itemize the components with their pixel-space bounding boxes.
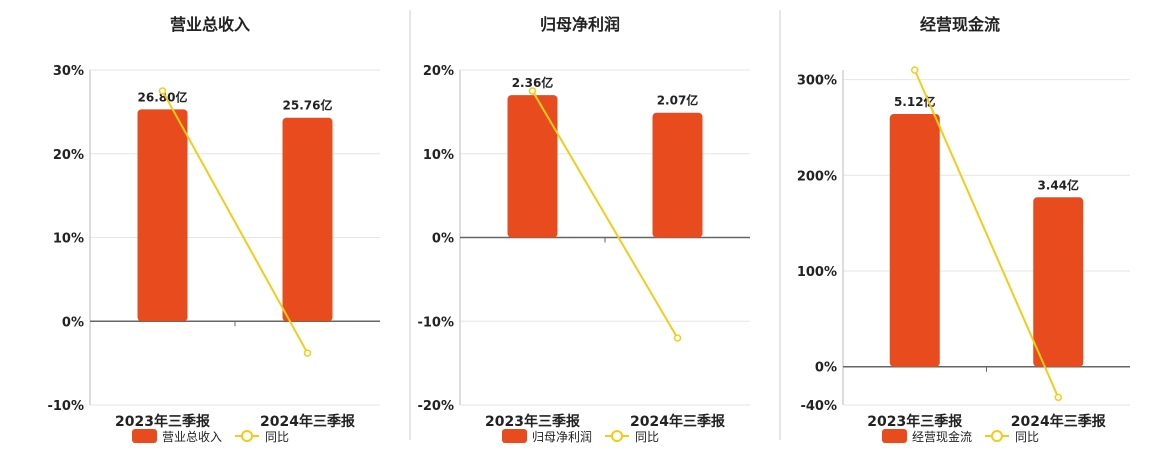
yoy-line xyxy=(161,90,309,354)
chart-title: 归母净利润 xyxy=(540,15,620,34)
y-tick-label: 20% xyxy=(423,64,454,79)
x-tick-label: 2023年三季报 xyxy=(485,413,580,430)
yoy-point xyxy=(528,87,537,95)
yoy-point xyxy=(158,87,167,95)
yoy-point xyxy=(1054,393,1062,402)
y-tick-label: 0% xyxy=(62,315,84,330)
legend-label-line: 同比 xyxy=(635,430,659,444)
legend-label-bar: 经营现金流 xyxy=(912,429,972,444)
y-tick-label: -10% xyxy=(47,399,84,414)
bar xyxy=(507,95,558,238)
chart-title: 经营现金流 xyxy=(920,15,1000,34)
legend-swatch-marker xyxy=(611,430,623,442)
legend-label-line: 同比 xyxy=(265,430,289,444)
legend-swatch-bar xyxy=(132,429,157,443)
y-tick-label: 30% xyxy=(53,64,84,79)
bar xyxy=(889,114,940,367)
y-tick-label: 0% xyxy=(815,361,837,376)
bar-value-label: 3.44亿 xyxy=(1037,177,1079,192)
legend-label-bar: 归母净利润 xyxy=(532,430,592,444)
x-tick-label: 2023年三季报 xyxy=(867,413,962,430)
x-tick-label: 2024年三季报 xyxy=(260,413,355,430)
yoy-point xyxy=(673,334,682,342)
legend-swatch-marker xyxy=(991,430,1003,442)
yoy-line xyxy=(531,90,679,339)
legend-swatch-marker xyxy=(241,430,253,442)
x-tick-label: 2023年三季报 xyxy=(115,413,210,430)
y-tick-label: 0% xyxy=(432,232,454,247)
bar-value-label: 2.07亿 xyxy=(657,93,699,108)
legend-swatch-bar xyxy=(502,429,527,443)
y-tick-label: 20% xyxy=(53,148,84,163)
bar xyxy=(137,109,188,322)
yoy-line xyxy=(913,69,1060,398)
bar xyxy=(652,112,703,238)
y-tick-label: -40% xyxy=(800,399,837,414)
bar xyxy=(1033,197,1084,367)
y-tick-label: 10% xyxy=(423,148,454,163)
bar-value-label: 5.12亿 xyxy=(894,94,936,109)
y-tick-label: 200% xyxy=(797,169,837,184)
legend-label-bar: 营业总收入 xyxy=(162,430,222,444)
bar xyxy=(282,117,333,322)
bar-value-label: 26.80亿 xyxy=(138,89,188,104)
yoy-point xyxy=(911,66,919,74)
y-tick-label: -20% xyxy=(417,399,454,414)
legend-swatch-bar xyxy=(882,429,907,443)
bar-value-label: 25.76亿 xyxy=(283,98,333,113)
yoy-point xyxy=(303,349,312,357)
y-tick-label: 300% xyxy=(797,74,837,89)
chart-title: 营业总收入 xyxy=(170,15,250,34)
y-tick-label: -10% xyxy=(417,315,454,330)
legend-label-line: 同比 xyxy=(1015,430,1039,444)
y-tick-label: 100% xyxy=(797,265,837,280)
y-tick-label: 10% xyxy=(53,232,84,247)
x-tick-label: 2024年三季报 xyxy=(630,413,725,430)
bar-value-label: 2.36亿 xyxy=(512,75,554,90)
x-tick-label: 2024年三季报 xyxy=(1011,413,1106,430)
